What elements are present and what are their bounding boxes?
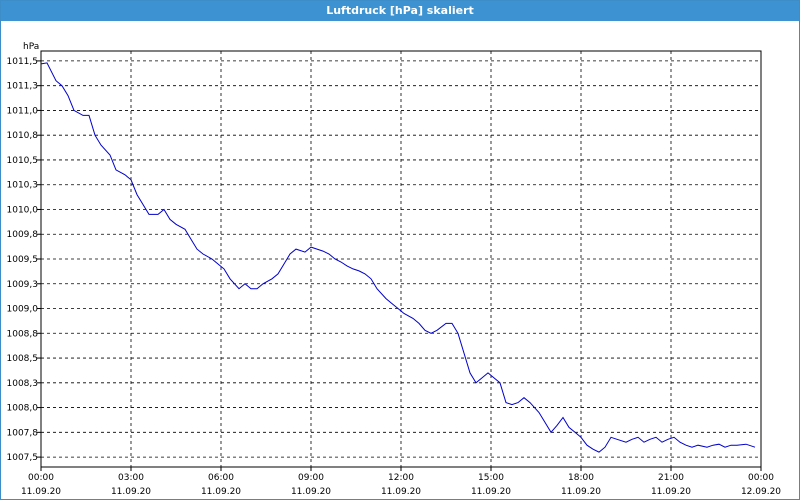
grid-lines bbox=[41, 51, 761, 467]
y-axis-unit-label: hPa bbox=[23, 42, 39, 52]
x-tick-date-label: 11.09.20 bbox=[21, 487, 61, 497]
x-tick-date-label: 11.09.20 bbox=[201, 487, 241, 497]
y-tick-label: 1009,8 bbox=[7, 230, 39, 240]
window-title: Luftdruck [hPa] skaliert bbox=[1, 1, 799, 21]
x-tick-time-label: 00:00 bbox=[748, 473, 774, 483]
x-tick-time-label: 00:00 bbox=[28, 473, 54, 483]
x-tick-date-label: 11.09.20 bbox=[291, 487, 331, 497]
y-tick-label: 1007,8 bbox=[7, 428, 39, 438]
y-tick-label: 1008,8 bbox=[7, 329, 39, 339]
y-tick-label: 1008,5 bbox=[7, 354, 39, 364]
x-tick-date-label: 11.09.20 bbox=[651, 487, 691, 497]
y-tick-label: 1011,0 bbox=[7, 106, 39, 116]
x-tick-time-label: 06:00 bbox=[208, 473, 234, 483]
y-tick-label: 1011,3 bbox=[7, 82, 39, 92]
y-tick-label: 1009,5 bbox=[7, 255, 39, 265]
y-tick-label: 1011,5 bbox=[7, 57, 39, 67]
x-tick-date-label: 11.09.20 bbox=[111, 487, 151, 497]
y-tick-label: 1010,8 bbox=[7, 131, 39, 141]
series-layer bbox=[40, 62, 756, 453]
x-axis-ticks: 00:00 11.09.20 03:00 11.09.20 06:00 11.09.20 0… bbox=[21, 467, 781, 497]
y-tick-label: 1010,3 bbox=[7, 181, 39, 191]
x-tick-date-label: 12.09.20 bbox=[741, 487, 781, 497]
series-line-luftdruck bbox=[40, 62, 756, 453]
y-tick-label: 1010,5 bbox=[7, 156, 39, 166]
y-tick-label: 1009,3 bbox=[7, 280, 39, 290]
x-tick-time-label: 12:00 bbox=[388, 473, 414, 483]
x-tick-date-label: 11.09.20 bbox=[561, 487, 601, 497]
x-tick-time-label: 18:00 bbox=[568, 473, 594, 483]
y-tick-label: 1009,0 bbox=[7, 305, 39, 315]
y-tick-label: 1010,0 bbox=[7, 205, 39, 215]
x-tick-time-label: 15:00 bbox=[478, 473, 504, 483]
x-tick-time-label: 03:00 bbox=[118, 473, 144, 483]
y-tick-label: 1008,3 bbox=[7, 379, 39, 389]
y-tick-label: 1008,0 bbox=[7, 404, 39, 414]
y-axis-ticks: 1011,5 1011,3 1011,0 1010,8 1010,5 1010,3 1010… bbox=[7, 57, 41, 463]
x-tick-date-label: 11.09.20 bbox=[381, 487, 421, 497]
line-chart: hPa 1011,5 1011,3 1011,0 1010,8 1010,5 1010,3… bbox=[7, 42, 782, 497]
x-tick-date-label: 11.09.20 bbox=[471, 487, 511, 497]
x-tick-time-label: 21:00 bbox=[658, 473, 684, 483]
x-tick-time-label: 09:00 bbox=[298, 473, 324, 483]
y-tick-label: 1007,5 bbox=[7, 453, 39, 463]
